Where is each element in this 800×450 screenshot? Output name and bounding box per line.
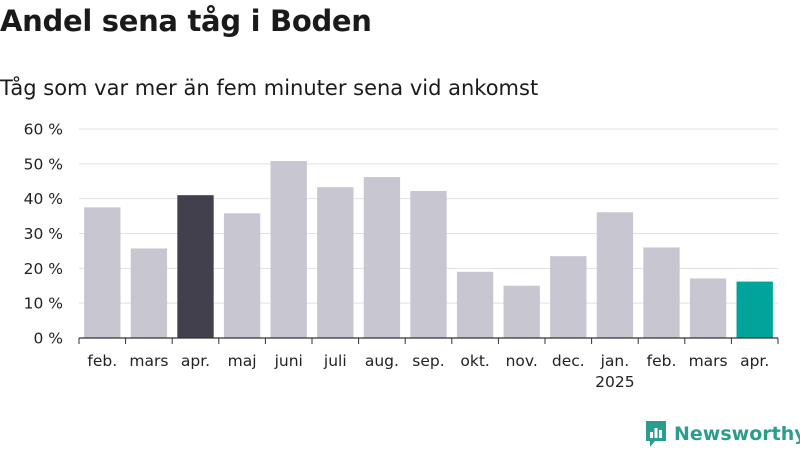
bar [177, 195, 214, 338]
bars [84, 161, 773, 338]
x-tick-label: maj [228, 352, 257, 370]
y-tick-label: 30 % [24, 225, 63, 243]
x-tick-label: juni [274, 352, 303, 370]
bar [363, 177, 401, 338]
chart-title: Andel sena tåg i Boden [0, 4, 372, 38]
x-tick-label: sep. [412, 352, 444, 370]
y-axis-labels: 0 % 10 % 20 % 30 % 40 % 50 % 60 % [24, 121, 63, 348]
x-tick-label: mars [129, 352, 168, 370]
y-tick-label: 20 % [24, 260, 63, 278]
newsworthy-logo-icon [646, 421, 666, 447]
bar [223, 213, 261, 338]
x-tick-label: feb. [647, 352, 677, 370]
bar [550, 256, 587, 338]
brand-name: Newsworthy [674, 423, 800, 445]
bar [596, 212, 634, 338]
bar [689, 278, 727, 338]
bar [130, 248, 168, 338]
x-tick-label: apr. [181, 352, 210, 370]
chart-subtitle: Tåg som var mer än fem minuter sena vid … [0, 76, 539, 100]
brand-logo: Newsworthy [644, 419, 800, 449]
x-tick-label: mars [689, 352, 728, 370]
x-tick-label: nov. [506, 352, 538, 370]
bar [84, 207, 121, 338]
y-tick-label: 10 % [24, 295, 63, 313]
bar [317, 187, 354, 338]
bar [503, 285, 540, 338]
x-tick-label: apr. [740, 352, 769, 370]
x-tick-label: aug. [365, 352, 399, 370]
x-tick-label: dec. [552, 352, 585, 370]
x-tick-label: feb. [87, 352, 117, 370]
x-axis: feb. mars apr. maj juni juli aug. sep. okt. nov. d… [78, 337, 779, 391]
x-tick-label: jan. [600, 352, 630, 370]
bar [643, 247, 680, 338]
y-tick-label: 50 % [24, 155, 63, 173]
bar [270, 161, 307, 338]
bar [736, 281, 773, 338]
bar [456, 271, 494, 338]
y-tick-label: 0 % [33, 330, 63, 348]
x-tick-label: okt. [460, 352, 489, 370]
bar [410, 191, 447, 338]
x-year-label: 2025 [595, 373, 634, 391]
y-tick-label: 40 % [24, 190, 63, 208]
y-tick-label: 60 % [24, 121, 63, 139]
x-tick-label: juli [323, 352, 347, 370]
